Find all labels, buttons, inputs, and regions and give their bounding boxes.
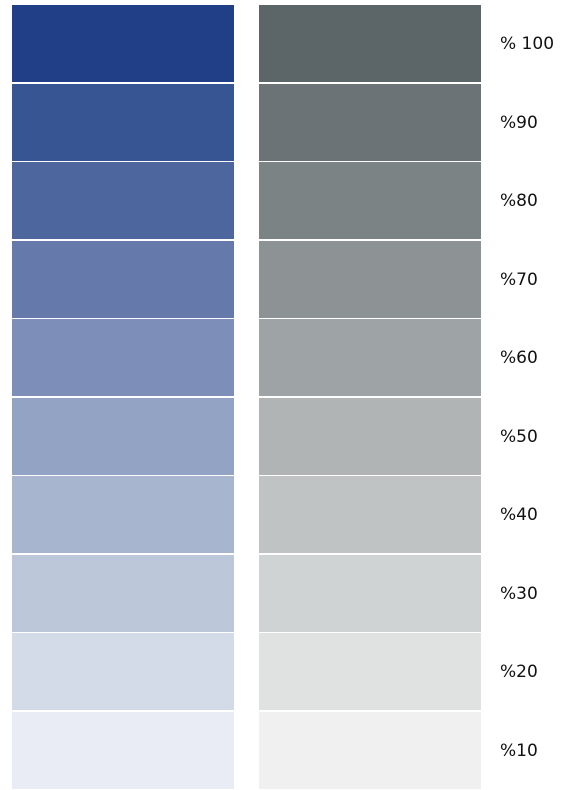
percent-label-40: %40 — [500, 476, 567, 555]
blue-swatch-50 — [12, 398, 234, 475]
gray-swatch-70 — [259, 241, 481, 318]
percent-label-60: %60 — [500, 319, 567, 398]
blue-swatch-20 — [12, 633, 234, 710]
gray-swatch-30 — [259, 555, 481, 632]
blue-swatch-10 — [12, 712, 234, 789]
blue-swatch-60 — [12, 319, 234, 396]
blue-swatch-100 — [12, 5, 234, 82]
percent-label-90: %90 — [500, 84, 567, 163]
gray-swatch-column — [259, 5, 481, 790]
gray-swatch-100 — [259, 5, 481, 82]
percent-label-80: %80 — [500, 162, 567, 241]
gray-swatch-20 — [259, 633, 481, 710]
gray-swatch-90 — [259, 84, 481, 161]
gray-swatch-10 — [259, 712, 481, 789]
blue-swatch-70 — [12, 241, 234, 318]
percent-label-20: %20 — [500, 633, 567, 712]
percentage-label-column: % 100 %90 %80 %70 %60 %50 %40 %30 %20 %1… — [500, 5, 567, 790]
gray-swatch-80 — [259, 162, 481, 239]
blue-swatch-30 — [12, 555, 234, 632]
percent-label-30: %30 — [500, 555, 567, 634]
blue-swatch-column — [12, 5, 234, 790]
percent-label-100: % 100 — [500, 5, 567, 84]
gray-swatch-50 — [259, 398, 481, 475]
blue-swatch-40 — [12, 476, 234, 553]
gray-swatch-60 — [259, 319, 481, 396]
blue-swatch-90 — [12, 84, 234, 161]
gray-swatch-40 — [259, 476, 481, 553]
percent-label-70: %70 — [500, 241, 567, 320]
percent-label-10: %10 — [500, 712, 567, 790]
percent-label-50: %50 — [500, 398, 567, 477]
blue-swatch-80 — [12, 162, 234, 239]
